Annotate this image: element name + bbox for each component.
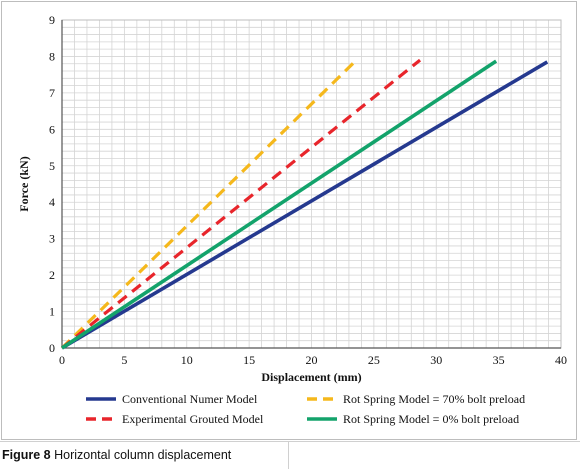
- caption-column-divider: [288, 441, 289, 469]
- y-tick-label: 0: [49, 341, 55, 355]
- y-tick-label: 6: [49, 122, 55, 136]
- x-axis-title: Displacement (mm): [261, 370, 361, 384]
- y-tick-label: 4: [49, 195, 55, 209]
- figure-number: Figure 8: [2, 448, 51, 462]
- x-tick-label: 40: [555, 353, 567, 367]
- x-tick-label: 25: [368, 353, 380, 367]
- y-tick-label: 8: [49, 49, 55, 63]
- caption-divider-line: [0, 441, 580, 442]
- figure-caption-text: Horizontal column displacement: [54, 448, 232, 462]
- line-chart: 0 5 10 15 20 25 30 35 40 0 1 2 3 4 5 6 7 8 9 Displacement (…: [17, 13, 567, 426]
- x-tick-label: 5: [121, 353, 127, 367]
- series-line: [60, 58, 422, 350]
- x-tick-label: 20: [306, 353, 318, 367]
- figure-caption: Figure 8 Horizontal column displacement: [2, 448, 231, 462]
- y-tick-label: 7: [49, 86, 55, 100]
- y-axis-title: Force (kN): [17, 156, 31, 211]
- legend-label: Rot Spring Model = 0% bolt preload: [343, 412, 519, 426]
- x-tick-label: 0: [59, 353, 65, 367]
- x-tick-label: 30: [430, 353, 442, 367]
- x-tick-label: 15: [243, 353, 255, 367]
- series-line: [61, 60, 549, 350]
- chart-frame: [1, 1, 577, 440]
- y-tick-label: 1: [49, 305, 55, 319]
- x-tick-label: 10: [181, 353, 193, 367]
- y-tick-label: 5: [49, 159, 55, 173]
- y-tick-label: 9: [49, 13, 55, 27]
- x-tick-label: 35: [493, 353, 505, 367]
- series-line: [60, 58, 358, 350]
- legend-label: Experimental Grouted Model: [122, 412, 264, 426]
- legend-label: Conventional Numer Model: [122, 392, 258, 406]
- legend-label: Rot Spring Model = 70% bolt preload: [343, 392, 525, 406]
- y-tick-label: 2: [49, 268, 55, 282]
- y-tick-label: 3: [49, 232, 55, 246]
- series-line: [61, 59, 498, 350]
